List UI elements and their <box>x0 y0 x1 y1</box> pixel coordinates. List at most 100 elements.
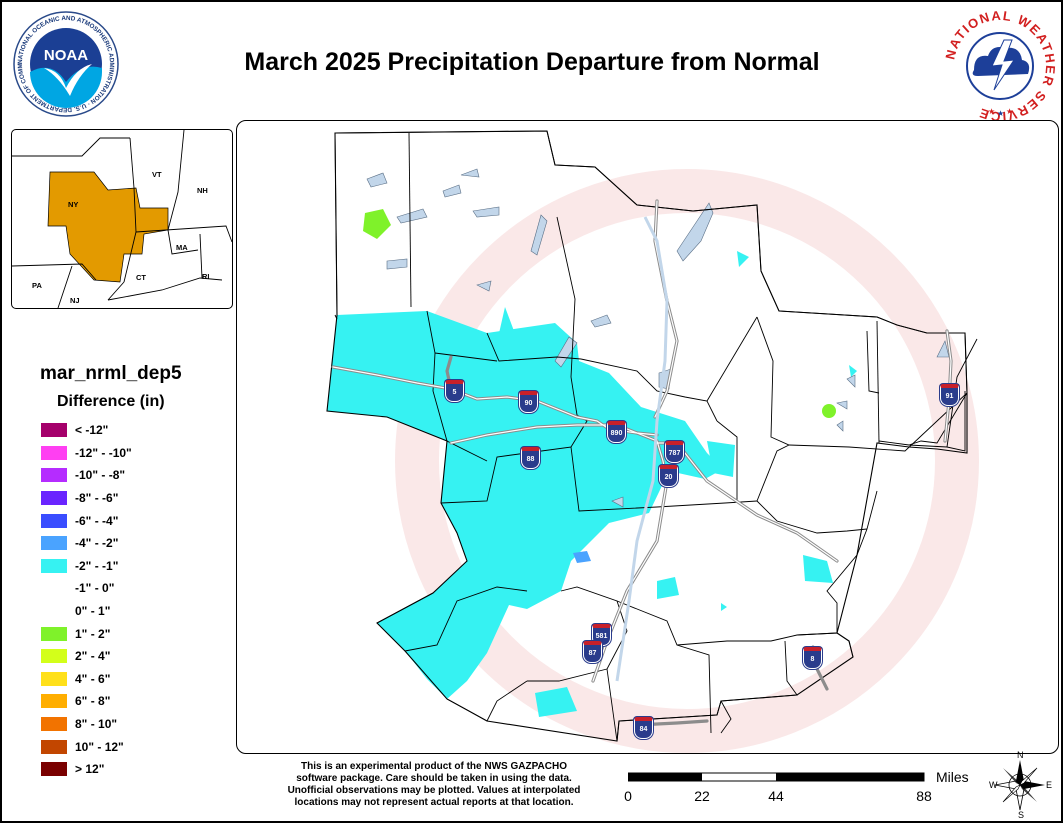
legend-swatch <box>41 491 67 506</box>
precip-dep-blue-spot <box>573 551 591 563</box>
interstate-shield-20: 20 <box>659 465 678 487</box>
nws-logo: NATIONAL WEATHER SERVICE ★ ★ ★ <box>944 10 1056 122</box>
disclaimer-line: software package. Care should be taken i… <box>296 773 572 784</box>
lakes <box>366 168 950 508</box>
disclaimer-line: locations may not represent actual repor… <box>294 797 574 808</box>
interstate-shield-890: 890 <box>607 421 626 443</box>
inset-label-pa: PA <box>32 281 42 290</box>
inset-label-ri: RI <box>202 272 210 281</box>
main-map: 5 90 890 88 787 20 91 581 87 8 84 <box>236 120 1059 754</box>
legend-item: 0" - 1" <box>41 600 132 623</box>
legend-item: -8" - -6" <box>41 487 132 510</box>
legend-swatch <box>41 513 67 528</box>
legend-swatch <box>41 468 67 483</box>
legend-list: < -12" -12" - -10" -10" - -8" -8" - -6" -6" … <box>41 419 132 781</box>
legend-item: -6" - -4" <box>41 509 132 532</box>
legend-label: < -12" <box>75 423 109 438</box>
inset-locator-map: VT NH NY MA CT RI PA NJ <box>11 129 233 309</box>
legend-subtitle: Difference (in) <box>57 393 165 410</box>
legend-item: 1" - 2" <box>41 622 132 645</box>
scale-bar: Miles 0 22 44 88 <box>622 766 969 810</box>
legend-label: -2" - -1" <box>75 558 119 573</box>
inset-label-nj: NJ <box>70 296 80 305</box>
interstate-shield-91: 91 <box>940 384 959 406</box>
legend-label: -1" - 0" <box>75 581 115 596</box>
compass-s: S <box>1018 810 1025 820</box>
legend-label: -12" - -10" <box>75 445 132 460</box>
legend-label: 6" - 8" <box>75 694 111 709</box>
inset-map-svg <box>12 130 232 308</box>
legend-item: -10" - -8" <box>41 464 132 487</box>
nws-star-mid-icon: ★ <box>997 109 1004 118</box>
compass-n: N <box>1017 750 1024 760</box>
interstate-shield-88: 88 <box>521 447 540 469</box>
legend-swatch <box>41 717 67 732</box>
legend-label: 8" - 10" <box>75 717 118 732</box>
legend-label: 10" - 12" <box>75 739 124 754</box>
interstate-shield-787: 787 <box>665 441 684 463</box>
legend-label: 0" - 1" <box>75 604 111 619</box>
noaa-logo: NATIONAL OCEANIC AND ATMOSPHERIC ADMINIS… <box>12 10 119 117</box>
legend-swatch <box>41 423 67 438</box>
main-map-svg <box>326 130 979 753</box>
hudson-river <box>615 216 669 682</box>
inset-label-ny: NY <box>68 200 79 209</box>
legend-label: -6" - -4" <box>75 513 119 528</box>
compass-w: W <box>989 780 998 790</box>
inset-highlight-region <box>47 171 169 283</box>
precip-dep-cyan-regions <box>327 251 857 717</box>
legend-label: 2" - 4" <box>75 649 111 664</box>
legend-label: -10" - -8" <box>75 468 126 483</box>
legend-item: -2" - -1" <box>41 555 132 578</box>
legend-label: > 12" <box>75 762 105 777</box>
scale-unit-label: Miles <box>936 769 969 785</box>
legend-item: > 12" <box>41 758 132 781</box>
scale-bar-graphic <box>628 772 925 782</box>
interstate-shield-90: 90 <box>519 391 538 413</box>
legend-swatch <box>41 762 67 777</box>
scale-tick-44: 44 <box>768 788 784 804</box>
legend-item: 6" - 8" <box>41 690 132 713</box>
legend-item: -12" - -10" <box>41 442 132 465</box>
legend-swatch <box>41 558 67 573</box>
page-title: March 2025 Precipitation Departure from … <box>244 48 820 76</box>
legend-item: 2" - 4" <box>41 645 132 668</box>
legend-swatch <box>41 694 67 709</box>
legend-item: -4" - -2" <box>41 532 132 555</box>
inset-label-ma: MA <box>176 243 188 252</box>
disclaimer-line: This is an experimental product of the N… <box>301 761 567 772</box>
legend-label: 4" - 6" <box>75 671 111 686</box>
interstate-shield-8: 8 <box>803 647 822 669</box>
legend-item: < -12" <box>41 419 132 442</box>
inset-label-nh: NH <box>197 186 208 195</box>
disclaimer-line: Unofficial observations may be plotted. … <box>287 785 581 796</box>
disclaimer-text: This is an experimental product of the N… <box>264 761 604 809</box>
nws-star-right-icon: ★ <box>1006 107 1013 116</box>
interstate-shield-5: 5 <box>445 380 464 402</box>
legend-label: -8" - -6" <box>75 491 119 506</box>
legend-swatch <box>41 445 67 460</box>
legend-item: 10" - 12" <box>41 735 132 758</box>
legend-swatch <box>41 626 67 641</box>
interstate-shield-84: 84 <box>634 717 653 739</box>
legend-item: 8" - 10" <box>41 713 132 736</box>
legend-swatch <box>41 649 67 664</box>
scale-tick-0: 0 <box>624 788 632 804</box>
compass-rose-icon <box>994 760 1045 811</box>
inset-label-vt: VT <box>152 170 162 179</box>
precip-dep-green-spot-1 <box>363 209 391 239</box>
legend-label: -4" - -2" <box>75 536 119 551</box>
scale-tick-88: 88 <box>916 788 932 804</box>
legend-item: 4" - 6" <box>41 668 132 691</box>
compass-rose: N S W E <box>987 750 1053 820</box>
precip-dep-green-spot-2 <box>822 404 836 418</box>
inset-label-ct: CT <box>136 273 146 282</box>
watermark-logo <box>395 169 979 753</box>
legend-swatch <box>41 536 67 551</box>
legend-swatch <box>41 581 67 596</box>
nws-star-left-icon: ★ <box>988 107 995 116</box>
legend-swatch <box>41 739 67 754</box>
legend-swatch <box>41 604 67 619</box>
interstate-shield-87: 87 <box>583 641 602 663</box>
